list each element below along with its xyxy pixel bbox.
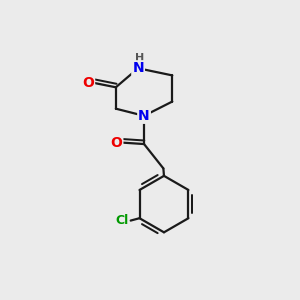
Text: N: N	[132, 61, 144, 75]
Text: O: O	[110, 136, 122, 150]
Text: Cl: Cl	[115, 214, 128, 227]
Text: N: N	[138, 109, 150, 123]
Text: O: O	[82, 76, 94, 90]
Text: H: H	[135, 53, 144, 63]
